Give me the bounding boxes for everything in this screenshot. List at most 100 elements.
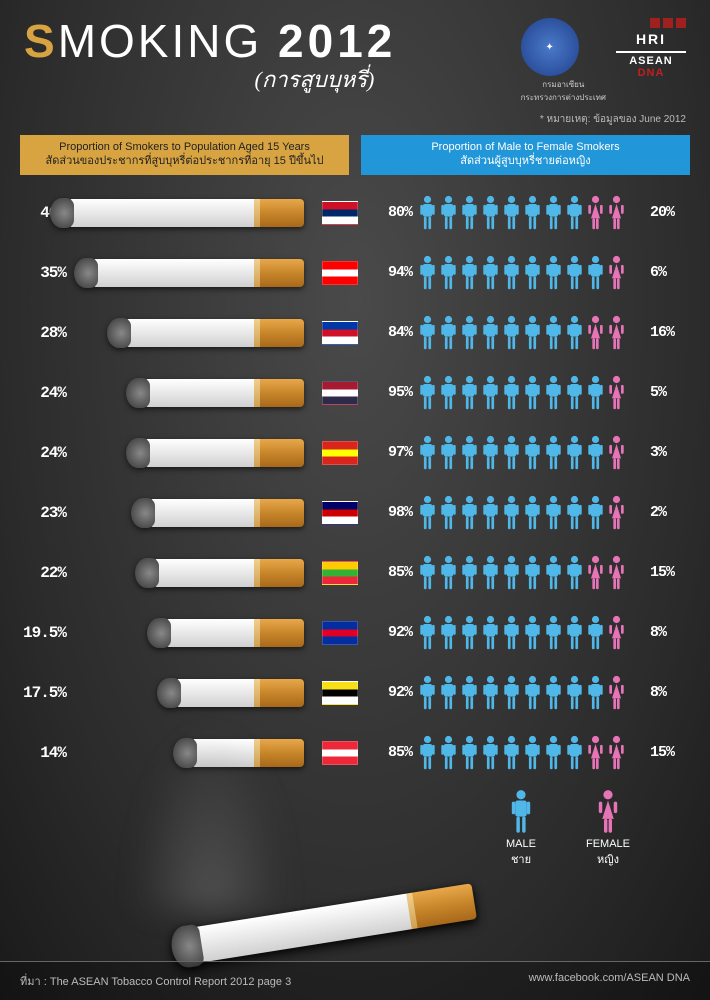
header: SMOKING 2012 (การสูบบุหรี่) ✦ กรมอาเซียน…: [0, 0, 710, 108]
section-left-en: Proportion of Smokers to Population Aged…: [28, 141, 341, 155]
section-left-th: สัดส่วนของประชากรที่สูบบุหรี่ต่อประชากรท…: [28, 155, 341, 169]
male-icon: [439, 315, 458, 351]
title-rest: MOKING: [58, 15, 263, 67]
flag-myanmar-icon: [322, 561, 358, 585]
male-icon: [460, 195, 479, 231]
dept-badge-icon: ✦: [521, 18, 579, 76]
male-icon: [523, 735, 542, 771]
male-icon: [586, 375, 605, 411]
male-percent: 94%: [368, 264, 412, 281]
male-icon: [460, 615, 479, 651]
male-percent: 95%: [368, 384, 412, 401]
smoker-percent: 24%: [20, 444, 72, 462]
male-icon: [544, 555, 563, 591]
people-icons: [418, 615, 644, 651]
male-icon: [586, 615, 605, 651]
hri-squares-icon: [616, 18, 686, 28]
male-icon: [439, 255, 458, 291]
cigarette-bar: [72, 737, 312, 769]
flag-vietnam-icon: [322, 441, 358, 465]
data-row: 23%98%2%: [20, 489, 690, 537]
male-icon: [502, 555, 521, 591]
male-icon: [586, 255, 605, 291]
section-headers: Proportion of Smokers to Population Aged…: [20, 135, 690, 175]
male-icon: [502, 615, 521, 651]
cigarette-bar: [72, 197, 312, 229]
footer: ที่มา : The ASEAN Tobacco Control Report…: [0, 961, 710, 1000]
flag-brunei-icon: [322, 681, 358, 705]
male-icon: [565, 735, 584, 771]
people-icons: [418, 435, 644, 471]
male-percent: 92%: [368, 684, 412, 701]
male-icon: [565, 495, 584, 531]
people-icons: [418, 375, 644, 411]
female-icon: [607, 675, 626, 711]
male-percent: 98%: [368, 504, 412, 521]
female-icon: [607, 615, 626, 651]
male-icon: [544, 735, 563, 771]
male-icon: [460, 495, 479, 531]
section-header-smokers: Proportion of Smokers to Population Aged…: [20, 135, 349, 175]
people-icons: [418, 495, 644, 531]
female-percent: 6%: [650, 264, 690, 281]
male-icon: [481, 195, 500, 231]
smoker-percent: 24%: [20, 384, 72, 402]
cigarette-bar: [72, 437, 312, 469]
smoker-percent: 14%: [20, 744, 72, 762]
bottom-cigarette-icon: [169, 880, 478, 969]
data-row: 17.5%92%8%: [20, 669, 690, 717]
legend-female-en: FEMALE: [586, 838, 630, 850]
male-icon: [523, 375, 542, 411]
male-icon: [481, 675, 500, 711]
male-icon: [502, 195, 521, 231]
people-icons: [418, 255, 644, 291]
male-icon: [523, 435, 542, 471]
male-icon: [565, 375, 584, 411]
male-icon: [439, 735, 458, 771]
male-icon: [439, 195, 458, 231]
title-year: 2012: [278, 15, 396, 67]
female-icon: [586, 555, 605, 591]
male-icon: [418, 255, 437, 291]
smoker-percent: 28%: [20, 324, 72, 342]
male-icon: [481, 315, 500, 351]
smoker-percent: 35%: [20, 264, 72, 282]
hri-text: HRI: [616, 31, 686, 47]
male-icon: [418, 675, 437, 711]
male-icon: [586, 675, 605, 711]
data-row: 35% 94% 6%: [20, 249, 690, 297]
male-icon: [544, 615, 563, 651]
data-note: * หมายเหตุ: ข้อมูลของ June 2012: [0, 112, 686, 127]
male-icon: [544, 375, 563, 411]
data-row: 14%85%15%: [20, 729, 690, 777]
female-percent: 2%: [650, 504, 690, 521]
hri-logo: HRI ASEAN DNA: [616, 18, 686, 79]
male-icon: [586, 435, 605, 471]
male-icon: [439, 435, 458, 471]
cigarette-bar: [72, 677, 312, 709]
male-icon: [565, 255, 584, 291]
male-icon: [502, 375, 521, 411]
male-icon: [418, 195, 437, 231]
male-icon: [523, 195, 542, 231]
male-icon: [460, 675, 479, 711]
female-percent: 15%: [650, 564, 690, 581]
data-row: 28%84%16%: [20, 309, 690, 357]
male-icon: [418, 315, 437, 351]
smoker-percent: 19.5%: [20, 624, 72, 642]
cigarette-bar: [72, 377, 312, 409]
male-icon: [544, 315, 563, 351]
male-icon: [418, 435, 437, 471]
asean-dna-text: ASEAN DNA: [616, 51, 686, 79]
male-icon: [502, 255, 521, 291]
female-percent: 5%: [650, 384, 690, 401]
data-rows: 40%80%20%35%94%6%28%84%16%24%95%5%24%97%…: [20, 189, 690, 777]
cigarette-bar: [72, 557, 312, 589]
data-row: 24% 95% 5%: [20, 369, 690, 417]
male-icon: [523, 615, 542, 651]
male-icon: [481, 495, 500, 531]
data-row: 40%80%20%: [20, 189, 690, 237]
title-s: S: [24, 15, 58, 67]
people-icons: [418, 675, 644, 711]
male-icon: [439, 375, 458, 411]
